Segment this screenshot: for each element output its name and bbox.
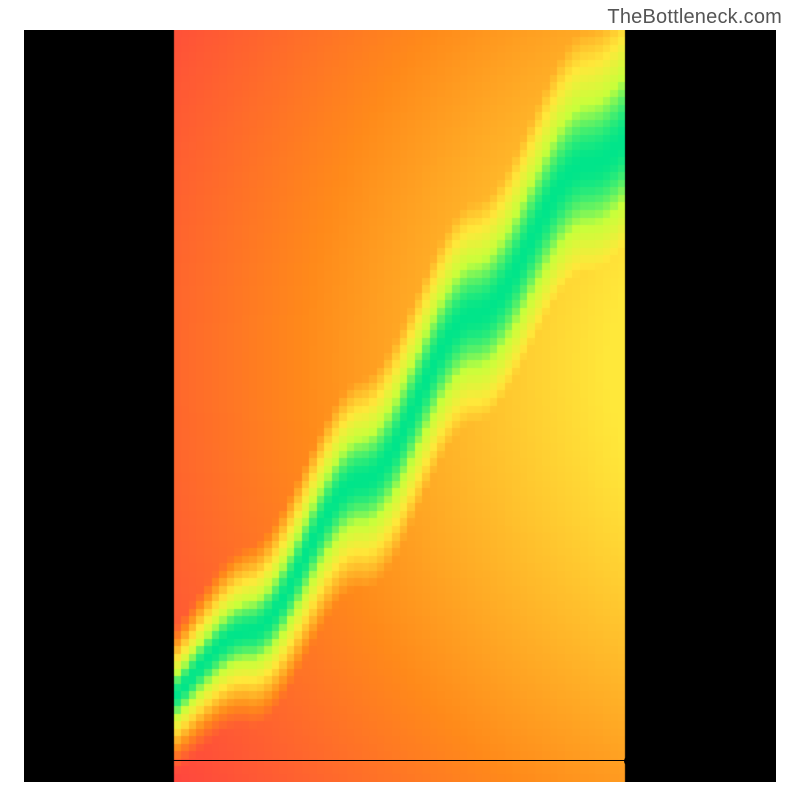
chart-container: TheBottleneck.com <box>0 0 800 800</box>
crosshair-marker-dot <box>624 756 634 766</box>
heatmap-canvas <box>24 30 776 782</box>
plot-area <box>24 30 776 782</box>
crosshair-vertical-line <box>629 30 630 782</box>
crosshair-horizontal-line <box>24 760 776 761</box>
watermark-text: TheBottleneck.com <box>607 6 782 29</box>
